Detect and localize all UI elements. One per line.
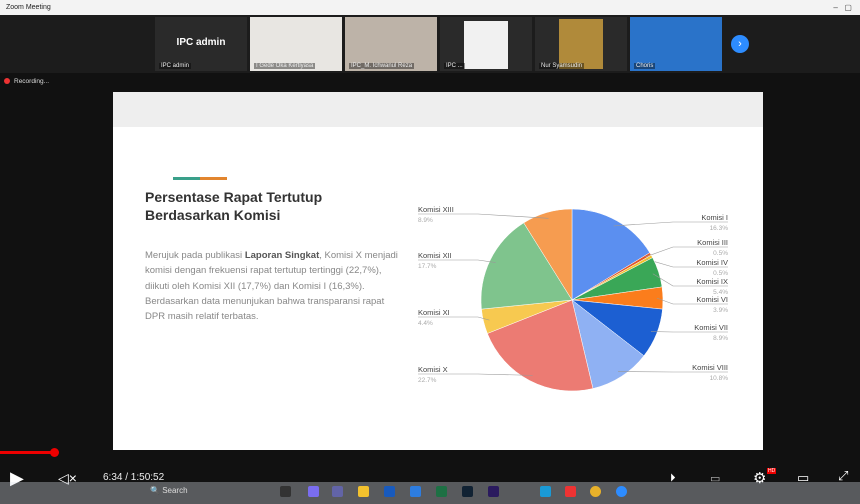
window-titlebar: Zoom Meeting – ▢ bbox=[0, 0, 860, 15]
participant-tile[interactable]: Choris bbox=[630, 17, 722, 71]
explorer-icon[interactable] bbox=[358, 486, 369, 497]
chrome-icon[interactable] bbox=[590, 486, 601, 497]
pie-category-label: Komisi XIII bbox=[418, 205, 454, 214]
slide-body: Merujuk pada publikasi Laporan Singkat, … bbox=[145, 248, 405, 324]
accent-line bbox=[173, 177, 227, 180]
pie-category-label: Komisi I bbox=[701, 213, 728, 222]
autoplay-toggle[interactable]: ⏵ bbox=[670, 472, 676, 484]
participant-tile-label: IPC admin bbox=[176, 37, 226, 48]
next-participants-button[interactable]: › bbox=[731, 35, 749, 53]
pie-value-label: 17.7% bbox=[418, 263, 437, 270]
pie-value-label: 3.9% bbox=[713, 307, 728, 314]
body-text: , Komisi X menjadi komisi dengan frekuen… bbox=[145, 250, 398, 323]
participant-name: IPC ... bbox=[444, 63, 465, 69]
participant-name: IPC admin bbox=[159, 63, 192, 69]
taskview-icon[interactable] bbox=[280, 486, 291, 497]
pie-category-label: Komisi III bbox=[697, 238, 728, 247]
pie-leader-line bbox=[617, 371, 728, 373]
pie-slice bbox=[523, 208, 573, 301]
progress-bar[interactable] bbox=[0, 451, 55, 454]
pie-value-label: 22.7% bbox=[418, 377, 437, 384]
taskbar-search[interactable]: 🔍 Search bbox=[150, 486, 188, 495]
pie-leader-line bbox=[656, 297, 728, 305]
slide-header-band bbox=[113, 92, 763, 127]
zoom-icon[interactable] bbox=[616, 486, 627, 497]
pie-leader-line bbox=[645, 246, 728, 258]
hd-badge: HD bbox=[767, 468, 777, 474]
window-title: Zoom Meeting bbox=[6, 4, 51, 11]
time-display: 6:34 / 1:50:52 bbox=[103, 472, 165, 483]
participant-name: Nur Syamsudin bbox=[539, 63, 585, 69]
pie-category-label: Komisi VIII bbox=[692, 363, 728, 372]
subtitles-icon[interactable]: ▭ bbox=[710, 473, 721, 485]
mute-icon[interactable]: ◁× bbox=[58, 470, 77, 486]
theater-mode-icon[interactable]: ▭ bbox=[797, 470, 810, 485]
recording-indicator: Recording... bbox=[4, 78, 49, 85]
body-text: Merujuk pada publikasi bbox=[145, 250, 245, 261]
recording-icon bbox=[4, 78, 10, 85]
pie-leader-line bbox=[613, 221, 728, 227]
participant-tile[interactable]: IPC ... bbox=[440, 17, 532, 71]
pie-leader-line bbox=[652, 273, 728, 287]
participant-tile[interactable]: IPC admin IPC admin bbox=[155, 17, 247, 71]
play-icon[interactable]: ▶ bbox=[10, 468, 24, 488]
pie-slice bbox=[571, 208, 651, 301]
pie-category-label: Komisi VII bbox=[694, 323, 728, 332]
settings-icon[interactable]: ⚙ bbox=[753, 470, 767, 487]
pie-category-label: Komisi IV bbox=[696, 258, 728, 267]
pie-leader-line bbox=[418, 213, 549, 219]
progress-scrubber[interactable] bbox=[50, 448, 59, 457]
participant-name: Choris bbox=[634, 63, 656, 69]
pie-leader-line bbox=[418, 373, 533, 376]
pie-slice bbox=[487, 299, 594, 392]
participant-name: I Gede Oka Kertiyasa bbox=[254, 63, 316, 69]
taskbar bbox=[0, 482, 860, 504]
app-icon[interactable] bbox=[410, 486, 421, 497]
teams-icon[interactable] bbox=[332, 486, 343, 497]
participant-tile[interactable]: Nur Syamsudin bbox=[535, 17, 627, 71]
search-label: Search bbox=[162, 486, 188, 495]
pie-value-label: 0.5% bbox=[713, 270, 728, 277]
pie-value-label: 5.4% bbox=[713, 289, 728, 296]
pie-category-label: Komisi XI bbox=[418, 308, 450, 317]
pie-leader-line bbox=[418, 316, 490, 321]
participant-name: IPC_M. Ichwanul Reza bbox=[349, 63, 415, 69]
pie-value-label: 10.8% bbox=[710, 375, 729, 382]
pie-category-label: Komisi VI bbox=[696, 295, 728, 304]
teamviewer-icon[interactable] bbox=[462, 486, 473, 497]
premiere-icon[interactable] bbox=[488, 486, 499, 497]
recording-label: Recording... bbox=[14, 78, 50, 85]
pie-leader-line bbox=[646, 258, 728, 268]
pie-category-label: Komisi IX bbox=[696, 277, 728, 286]
pie-leader-line bbox=[418, 259, 496, 263]
word-icon[interactable] bbox=[384, 486, 395, 497]
excel-icon[interactable] bbox=[436, 486, 447, 497]
presentation-slide: Persentase Rapat Tertutup Berdasarkan Ko… bbox=[113, 92, 763, 450]
copilot-icon[interactable] bbox=[308, 486, 319, 497]
pie-value-label: 4.4% bbox=[418, 320, 433, 327]
body-bold: Laporan Singkat bbox=[244, 250, 320, 261]
participant-tile[interactable]: IPC_M. Ichwanul Reza bbox=[345, 17, 437, 71]
fullscreen-icon[interactable]: ⤢ bbox=[838, 468, 849, 483]
window-controls[interactable]: – ▢ bbox=[833, 3, 852, 12]
participant-strip: IPC admin IPC admin I Gede Oka Kertiyasa … bbox=[0, 15, 860, 73]
pie-value-label: 8.9% bbox=[418, 217, 433, 224]
app-l-icon[interactable] bbox=[565, 486, 576, 497]
pie-value-label: 0.5% bbox=[713, 250, 728, 257]
pie-slice bbox=[480, 222, 573, 310]
pie-value-label: 8.9% bbox=[713, 335, 728, 342]
pie-category-label: Komisi X bbox=[418, 365, 448, 374]
slide-title: Persentase Rapat Tertutup Berdasarkan Ko… bbox=[145, 189, 323, 223]
pie-category-label: Komisi XII bbox=[418, 251, 452, 260]
pie-value-label: 16.3% bbox=[710, 225, 729, 232]
participant-tile[interactable]: I Gede Oka Kertiyasa bbox=[250, 17, 342, 71]
edge-icon[interactable] bbox=[540, 486, 551, 497]
